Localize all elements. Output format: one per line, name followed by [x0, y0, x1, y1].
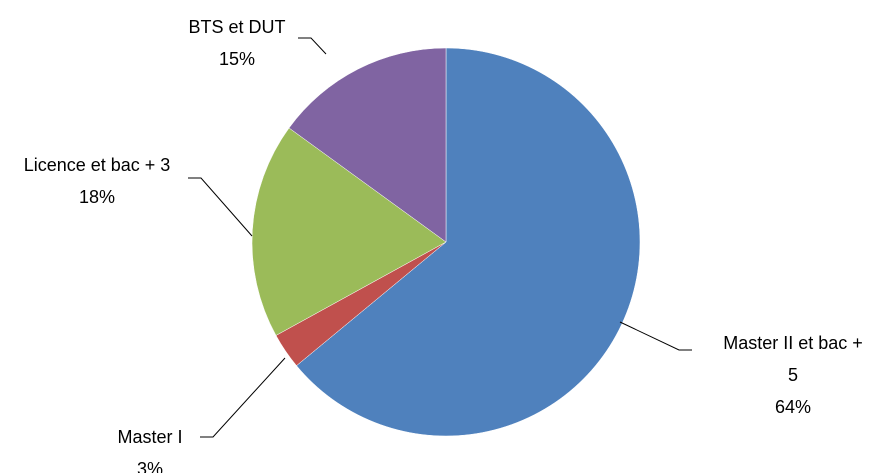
- pie-slice: [296, 47, 641, 437]
- category-label: BTS et DUT: [188, 17, 286, 37]
- leader-line: [200, 357, 286, 438]
- percent-label: 18%: [78, 187, 116, 207]
- leader-line: [619, 321, 692, 351]
- data-label: Master I 3%: [75, 421, 225, 473]
- data-label: BTS et DUT 15%: [162, 11, 312, 75]
- data-label: Master II et bac + 5 64%: [718, 327, 868, 423]
- pie-slice: [288, 47, 447, 243]
- category-label: Master II et bac + 5: [723, 333, 863, 385]
- leader-line: [298, 37, 327, 55]
- category-label: Master I: [117, 427, 183, 447]
- percent-label: 64%: [774, 397, 812, 417]
- pie-slice: [251, 127, 447, 336]
- percent-label: 15%: [218, 49, 256, 69]
- leader-line: [188, 177, 253, 237]
- percent-label: 3%: [136, 459, 163, 473]
- category-label: Licence et bac + 3: [23, 155, 171, 175]
- data-label: Licence et bac + 3 18%: [22, 149, 172, 213]
